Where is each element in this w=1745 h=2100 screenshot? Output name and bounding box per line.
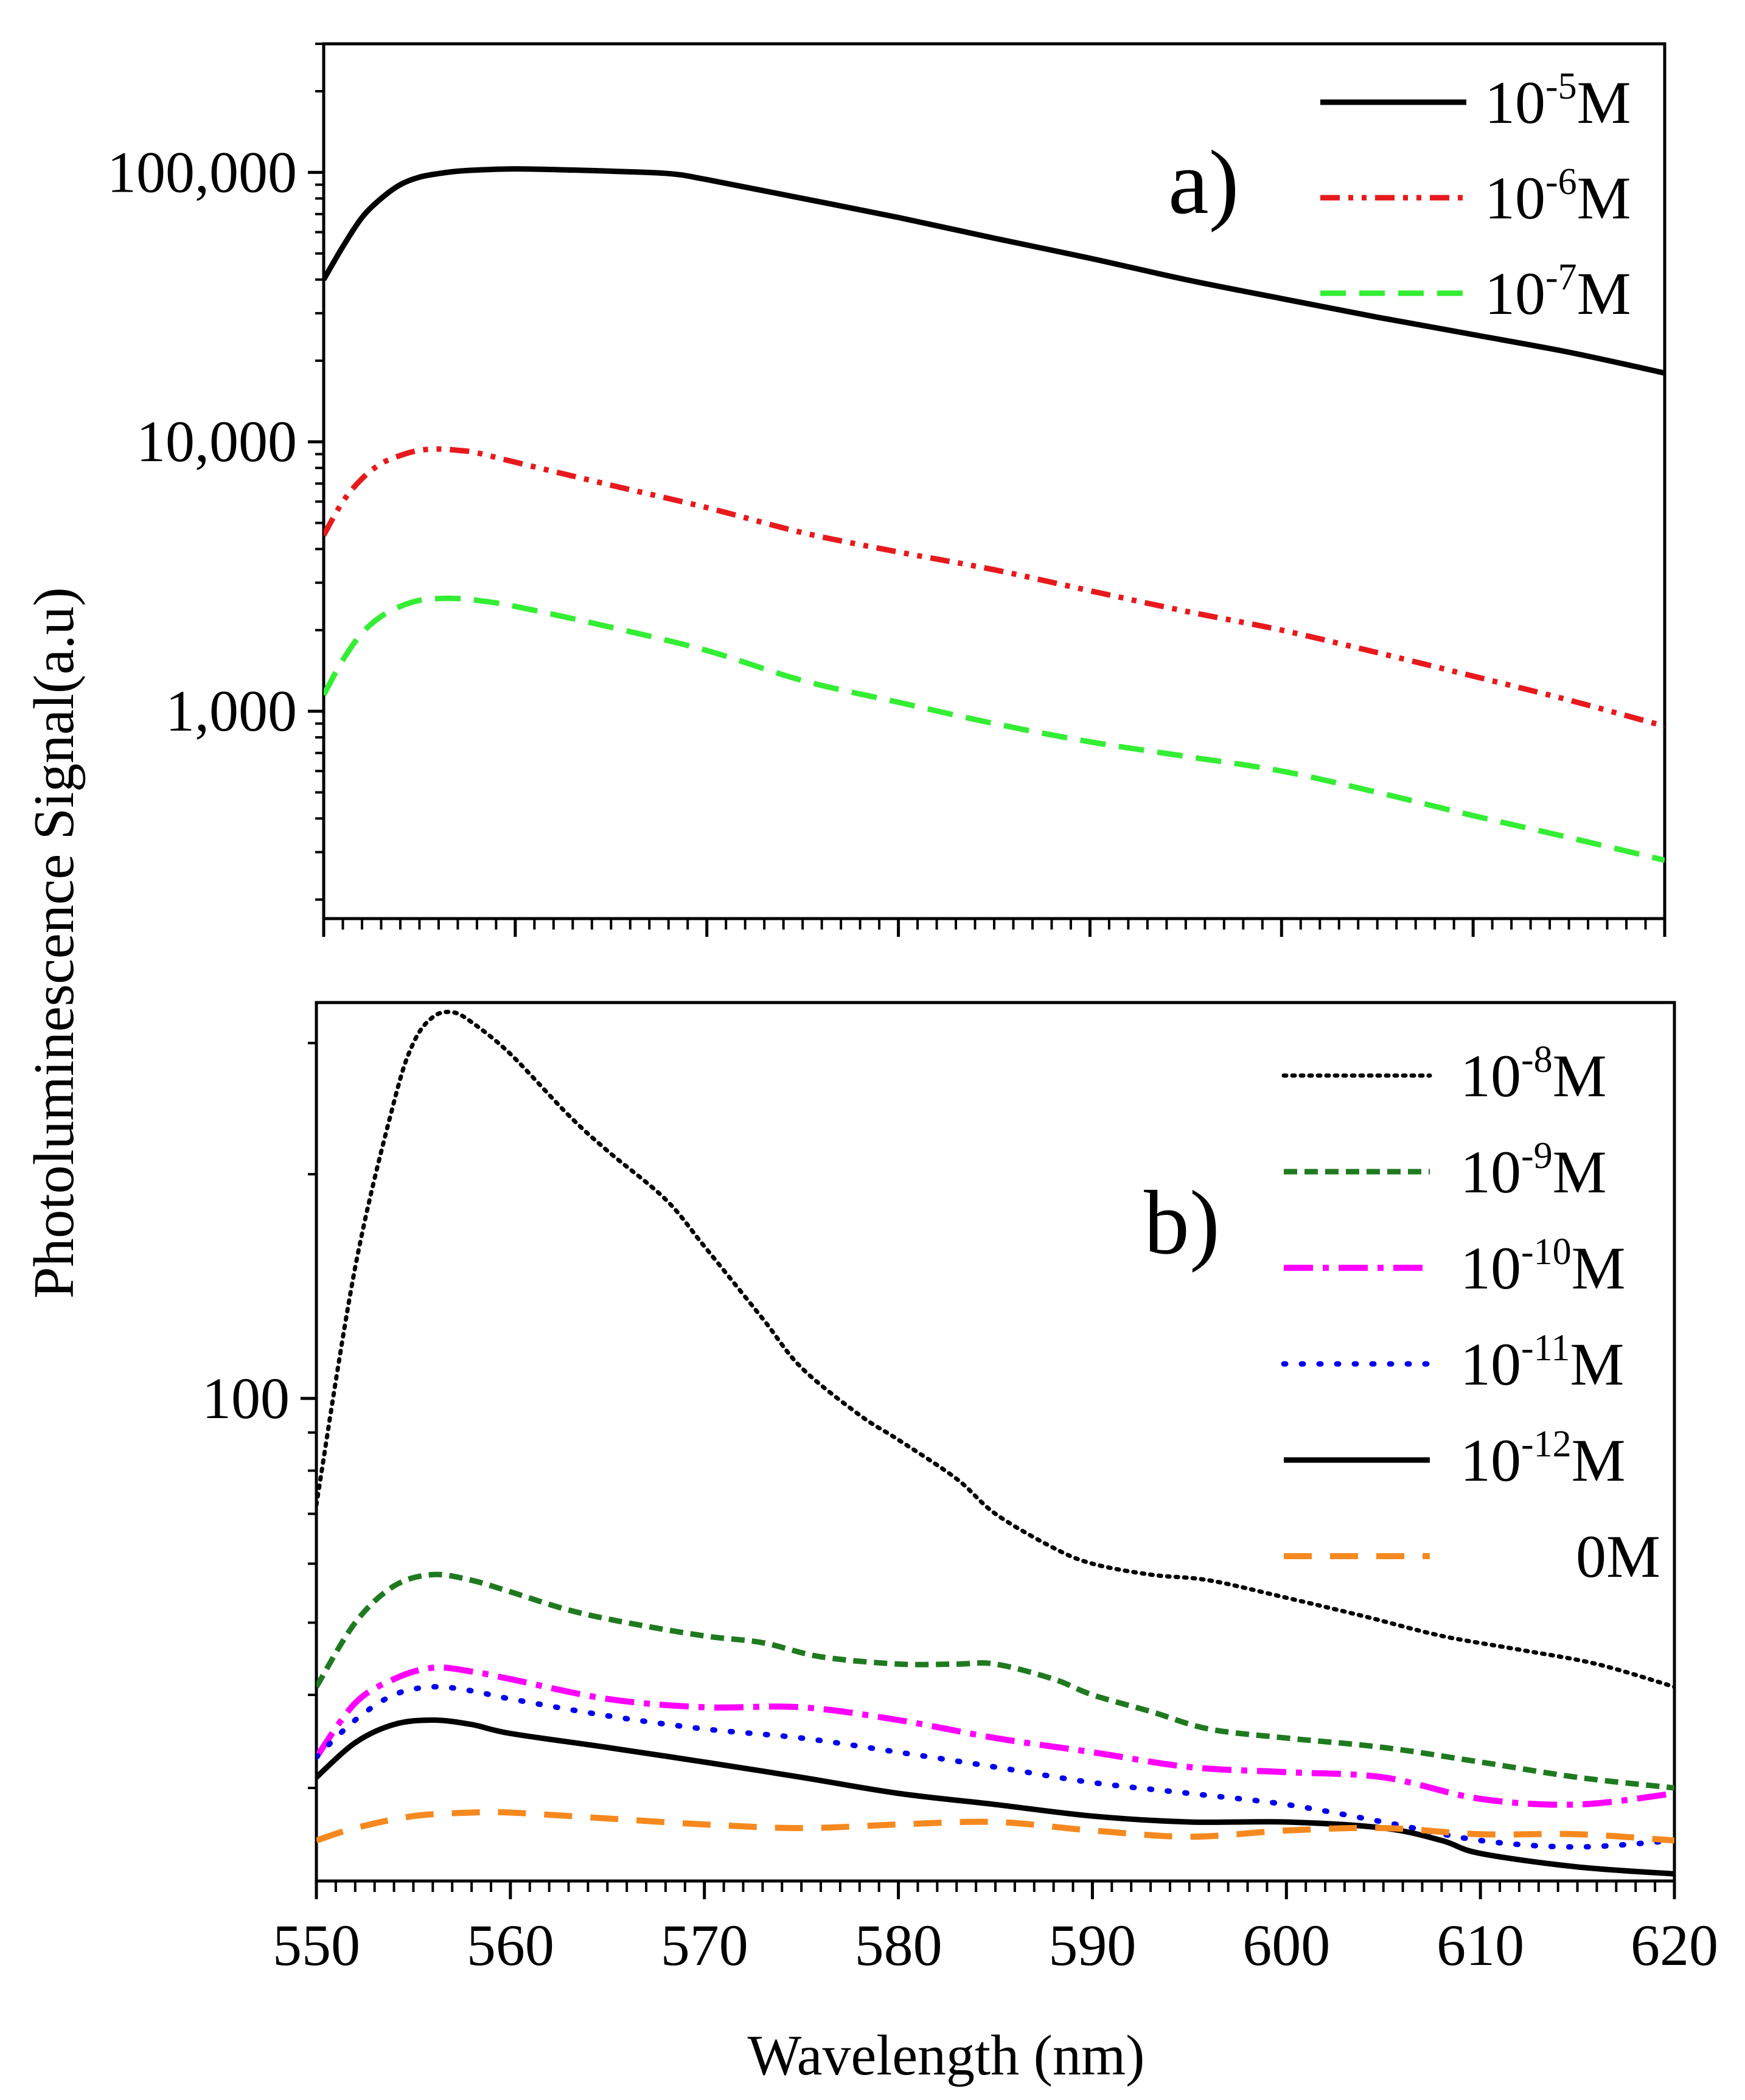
x-tick-label: 580 bbox=[855, 1913, 942, 1978]
legend-label: 10-12M bbox=[1460, 1424, 1626, 1494]
x-tick-label: 550 bbox=[273, 1913, 360, 1978]
plot-frame bbox=[322, 42, 1667, 920]
legend-label: 10-10M bbox=[1460, 1231, 1626, 1302]
legend-label: 10-9M bbox=[1460, 1135, 1607, 1206]
legend-label: 10-11M bbox=[1460, 1327, 1624, 1398]
y-axis-title: Photoluminescence Signal(a.u) bbox=[23, 587, 86, 1299]
legend-label: 10-5M bbox=[1485, 66, 1631, 136]
series-line-b-1 bbox=[316, 1571, 1674, 1791]
x-tick-label: 610 bbox=[1437, 1913, 1524, 1978]
panel-a: 1,000 10,000 100,000 10-5M 10-6M 10-7M a) bbox=[107, 42, 1667, 937]
panel-label: a) bbox=[1168, 132, 1239, 233]
panel-b: 100 550 560 570 580 590 600 610 620 10-8M 10-9M 10-… bbox=[202, 1001, 1718, 1978]
x-tick-label: 570 bbox=[661, 1913, 748, 1978]
series-line-b-2 bbox=[316, 1664, 1674, 1808]
y-tick-label: 10,000 bbox=[136, 409, 297, 474]
x-tick-label: 560 bbox=[467, 1913, 554, 1978]
legend-label: 0M bbox=[1576, 1523, 1660, 1590]
y-tick-label: 100,000 bbox=[107, 139, 297, 204]
series-line-b-3 bbox=[316, 1684, 1674, 1850]
series-line-a-0 bbox=[324, 166, 1665, 376]
x-axis-title: Wavelength (nm) bbox=[748, 2024, 1145, 2087]
y-tick-label: 1,000 bbox=[165, 678, 297, 743]
legend-label: 10-7M bbox=[1485, 257, 1631, 327]
x-tick-label: 590 bbox=[1048, 1913, 1136, 1978]
series-line-b-4 bbox=[316, 1717, 1674, 1877]
series-line-b-0 bbox=[316, 1009, 1674, 1689]
y-tick-label: 100 bbox=[202, 1366, 290, 1431]
series-line-a-1 bbox=[324, 446, 1665, 729]
legend-label: 10-6M bbox=[1485, 161, 1631, 232]
series-group bbox=[324, 166, 1665, 863]
panel-label: b) bbox=[1144, 1172, 1220, 1273]
legend-label: 10-8M bbox=[1460, 1039, 1607, 1110]
series-group bbox=[316, 1009, 1674, 1877]
series-line-b-5 bbox=[316, 1809, 1674, 1844]
series-line-a-2 bbox=[324, 596, 1665, 863]
x-tick-label: 600 bbox=[1242, 1913, 1330, 1978]
x-tick-label: 620 bbox=[1631, 1913, 1718, 1978]
